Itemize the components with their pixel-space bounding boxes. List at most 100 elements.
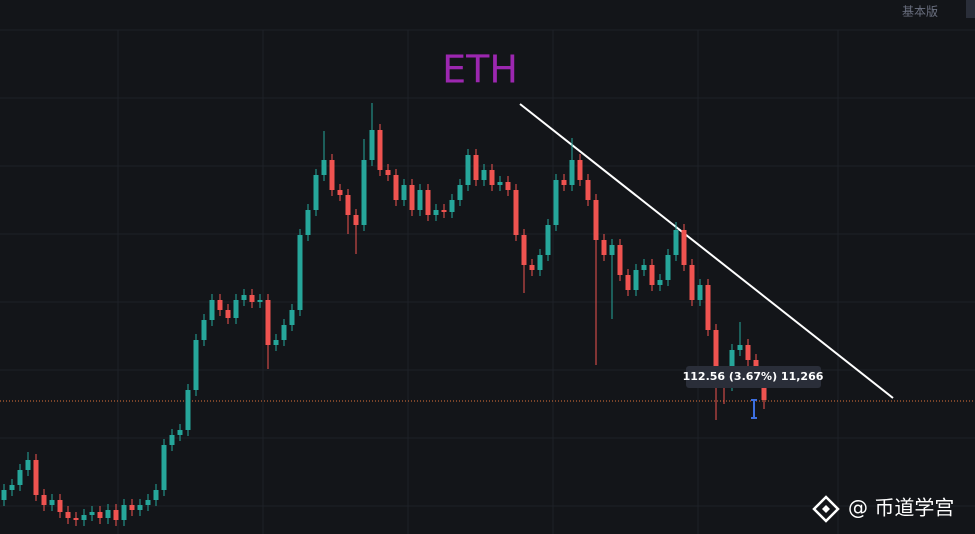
candle-body [89,512,95,515]
candle-body [393,175,399,200]
candle-body [337,190,343,195]
candle-body [265,300,271,345]
candle-body [489,170,495,185]
chart-title: ETH [442,48,518,92]
candle-body [441,210,447,212]
candle-body [649,265,655,285]
candle-body [313,175,319,210]
candle-body [537,255,543,270]
candle-body [641,265,647,270]
candle-body [409,185,415,210]
candle-body [457,185,463,200]
candle-body [169,435,175,445]
candle-body [425,190,431,215]
trend-line [519,103,894,399]
candle-body [193,340,199,390]
candle-body [97,512,103,518]
candle-body [529,265,535,270]
candle-body [185,390,191,430]
toolbar-button[interactable] [966,0,975,18]
candle-body [345,195,351,215]
candle-body [249,295,255,302]
candle-body [593,200,599,240]
candle-body [217,300,223,310]
candle-body [33,460,39,495]
candle-body [305,210,311,235]
candle-body [1,490,7,500]
candle-body [113,510,119,520]
candle-body [545,225,551,255]
candle-body [209,300,215,320]
candle-body [449,200,455,212]
candle-body [497,182,503,185]
candle-body [633,270,639,290]
candle-body [521,235,527,265]
candle-body [697,285,703,300]
candle-body [481,170,487,180]
candle-body [465,155,471,185]
candle-body [401,185,407,200]
price-label-box [686,366,821,388]
candle-body [145,500,151,505]
candle-body [257,300,263,302]
candle-body [385,170,391,175]
candle-body [473,155,479,180]
candle-body [289,310,295,325]
candle-body [17,470,23,485]
candle-body [121,505,127,520]
candle-body [665,255,671,280]
candle-body [553,180,559,225]
candle-body [321,160,327,175]
candle-body [577,160,583,180]
candle-body [601,240,607,255]
candle-body [585,180,591,200]
cursor-marker [751,399,757,419]
candle-body [369,130,375,160]
candle-body [657,280,663,285]
candle-body [105,510,111,518]
candle-body [361,160,367,225]
candle-body [81,515,87,520]
candle-body [73,518,79,520]
candle-body [281,325,287,340]
candle-body [9,485,15,490]
candle-body [617,245,623,275]
watermark-logo [812,495,840,523]
price-label: 112.56 (3.67%) 11,266 [683,370,824,383]
candle-body [417,190,423,210]
candle-body [177,430,183,435]
candle-body [561,180,567,185]
candle-body [129,505,135,510]
candle-body [201,320,207,340]
candle-body [137,505,143,510]
watermark: @ 币道学宫 [848,496,954,520]
candle-body [273,340,279,345]
candle-body [513,190,519,235]
candle-body [57,500,63,512]
candle-body [377,130,383,170]
candle-body [329,160,335,190]
candle-body [737,345,743,350]
candle-body [233,300,239,318]
candle-body [153,490,159,500]
candle-body [25,460,31,470]
candle-body [65,512,71,518]
candle-body [673,230,679,255]
candle-body [689,265,695,300]
candle-body [681,230,687,265]
grid [0,29,975,534]
candle-body [505,182,511,190]
candle-body [225,310,231,318]
candle-body [49,500,55,505]
candle-body [745,345,751,360]
candle-body [705,285,711,330]
candle-body [433,210,439,215]
mode-label[interactable]: 基本版 [902,5,938,19]
candle-body [609,245,615,255]
candle-body [161,445,167,490]
candle-body [353,215,359,225]
candle-body [625,275,631,290]
candle-body [241,295,247,300]
